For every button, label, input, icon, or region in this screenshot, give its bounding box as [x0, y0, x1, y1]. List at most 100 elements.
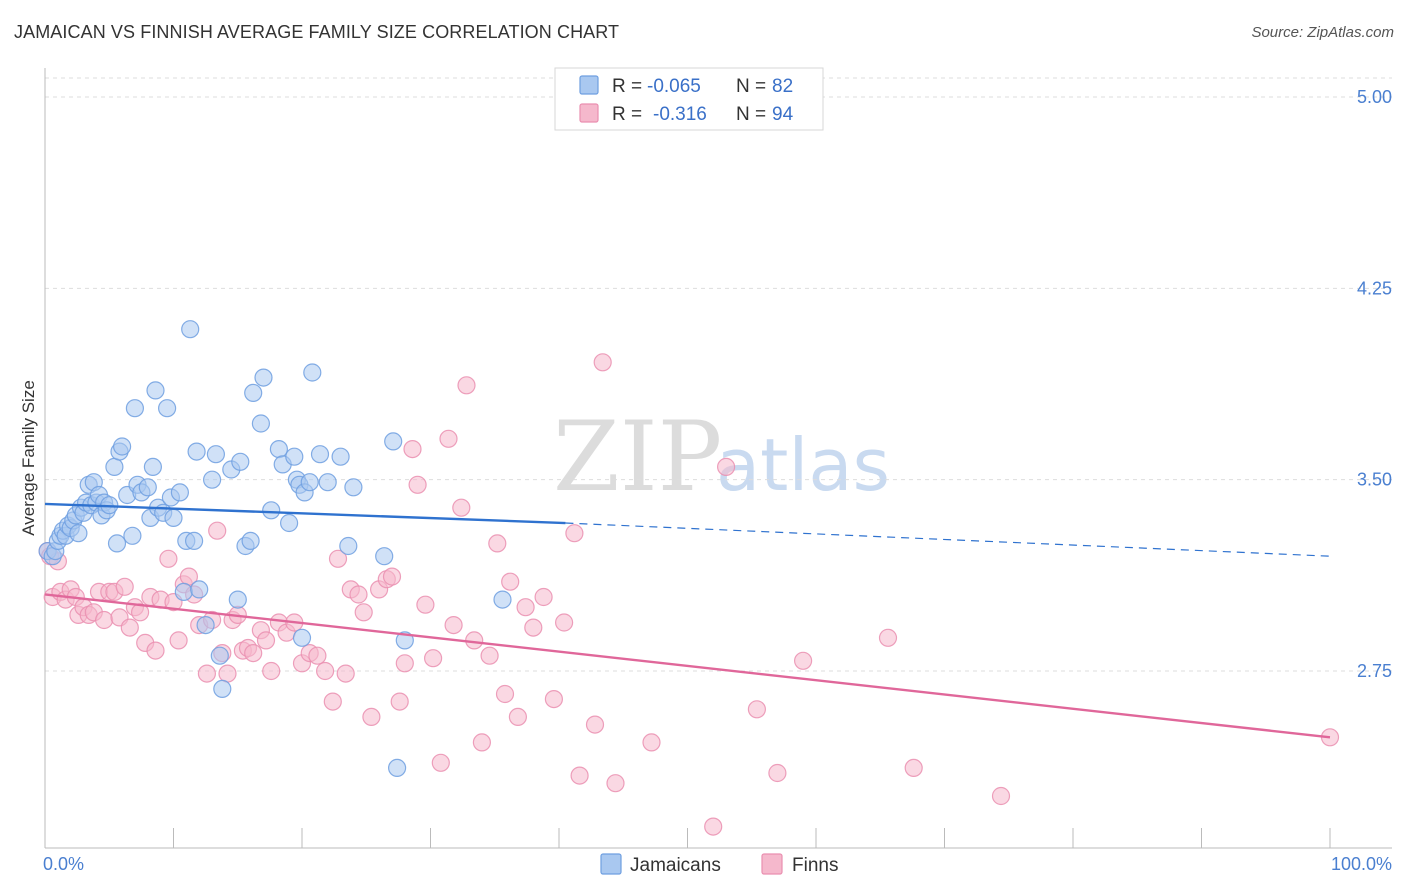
finns-point-20	[131, 603, 150, 622]
legend-swatch-jamaicans	[579, 75, 599, 95]
jamaicans-points	[38, 320, 512, 778]
series-legend: Jamaicans Finns	[600, 853, 838, 876]
jamaicans-point-82	[493, 590, 512, 609]
jamaicans-point-60	[251, 414, 270, 433]
finns-point-17	[115, 577, 134, 596]
legend-n-jamaicans: 82	[772, 76, 793, 97]
jamaicans-point-78	[375, 547, 394, 566]
legend-n-label-jamaicans: N =	[736, 76, 766, 97]
jamaicans-point-62	[262, 501, 281, 520]
finns-point-92	[716, 457, 736, 476]
finns-point-58	[362, 707, 381, 727]
jamaicans-point-56	[231, 452, 250, 471]
finns-point-36	[218, 664, 237, 683]
finns-point-63	[395, 654, 414, 673]
finns-point-80	[516, 598, 535, 617]
jamaicans-point-46	[185, 531, 204, 551]
finns-point-75	[480, 646, 499, 665]
legend-n-finns: 94	[772, 104, 794, 125]
legend-r-label-jamaicans: R =	[612, 76, 642, 97]
finns-point-77	[495, 684, 515, 704]
jamaicans-point-41	[164, 508, 183, 528]
finns-point-79	[508, 707, 528, 727]
finns-point-61	[382, 567, 402, 586]
watermark-atlas: atlas	[716, 423, 890, 507]
finns-point-91	[704, 817, 723, 836]
finns-point-95	[793, 651, 813, 670]
jamaicans-point-77	[344, 478, 363, 497]
finns-point-74	[472, 733, 491, 752]
finns-point-71	[452, 498, 471, 517]
finns-point-57	[354, 603, 373, 622]
jamaicans-point-53	[213, 679, 232, 699]
source-label: Source: ZipAtlas.com	[1251, 24, 1394, 41]
legend-r-jamaicans: -0.065	[647, 76, 701, 97]
finns-point-97	[904, 758, 923, 778]
finns-point-54	[336, 664, 355, 683]
finns-point-94	[768, 763, 787, 783]
trend-lines	[44, 502, 1331, 739]
jamaicans-point-25	[107, 534, 127, 553]
jamaicans-point-49	[196, 615, 215, 635]
jamaicans-trend-line	[44, 502, 566, 525]
jamaicans-point-80	[388, 758, 407, 778]
finns-point-87	[585, 715, 605, 734]
finns-point-89	[606, 774, 625, 793]
finns-point-13	[94, 610, 114, 630]
jamaicans-point-11	[69, 524, 88, 543]
finns-point-86	[570, 766, 589, 785]
finns-point-96	[878, 628, 898, 647]
axes	[44, 68, 1392, 849]
legend-box	[554, 67, 824, 131]
finns-point-82	[534, 587, 553, 607]
jamaicans-point-30	[125, 399, 144, 418]
finns-point-65	[408, 475, 427, 494]
finns-point-90	[642, 733, 661, 752]
jamaicans-point-72	[303, 363, 322, 382]
jamaicans-point-69	[292, 628, 312, 647]
jamaicans-point-61	[254, 368, 273, 387]
jamaicans-trend-extension	[565, 522, 1331, 557]
finns-point-44	[262, 661, 281, 681]
jamaicans-point-65	[280, 513, 299, 533]
tick-labels: 2.75 3.50 4.25 5.00 0.0% 100.0%	[43, 87, 1392, 874]
finns-point-43	[256, 631, 276, 650]
finns-point-50	[308, 646, 327, 665]
finns-point-25	[159, 549, 178, 568]
legend-swatch-finns	[579, 103, 599, 123]
finns-point-83	[544, 689, 564, 709]
jamaicans-point-51	[206, 445, 225, 464]
finns-point-53	[328, 549, 348, 568]
jamaicans-point-39	[158, 399, 177, 418]
bottom-legend-swatch-jamaicans	[600, 853, 622, 875]
finns-point-52	[323, 692, 342, 711]
jamaicans-point-74	[318, 473, 337, 492]
finns-point-64	[403, 440, 422, 459]
jamaicans-point-59	[244, 383, 263, 402]
jamaicans-point-81	[395, 631, 414, 650]
x-tick-label-1: 100.0%	[1331, 854, 1392, 874]
y-axis-label: Average Family Size	[19, 380, 38, 536]
finns-point-84	[554, 613, 574, 632]
x-tick-label-0: 0.0%	[43, 854, 84, 874]
jamaicans-point-52	[210, 646, 229, 665]
grid-lines	[45, 77, 1392, 672]
finns-point-98	[991, 786, 1011, 806]
jamaicans-point-24	[105, 457, 124, 476]
jamaicans-point-47	[187, 442, 206, 461]
finns-point-67	[424, 649, 443, 668]
finns-point-78	[501, 572, 520, 591]
legend-r-finns: -0.316	[653, 104, 707, 125]
jamaicans-point-63	[269, 440, 288, 459]
legend-n-label-finns: N =	[736, 104, 766, 125]
jamaicans-point-36	[146, 381, 165, 400]
jamaicans-point-58	[241, 531, 260, 551]
jamaicans-point-43	[174, 582, 193, 602]
correlation-legend: R = -0.065 N = 82 R = -0.316 N = 94	[554, 67, 824, 131]
finns-point-88	[593, 353, 612, 372]
jamaicans-point-45	[181, 320, 200, 339]
finns-point-62	[390, 692, 409, 711]
finns-point-85	[565, 524, 584, 543]
y-tick-label-0: 2.75	[1357, 661, 1392, 681]
